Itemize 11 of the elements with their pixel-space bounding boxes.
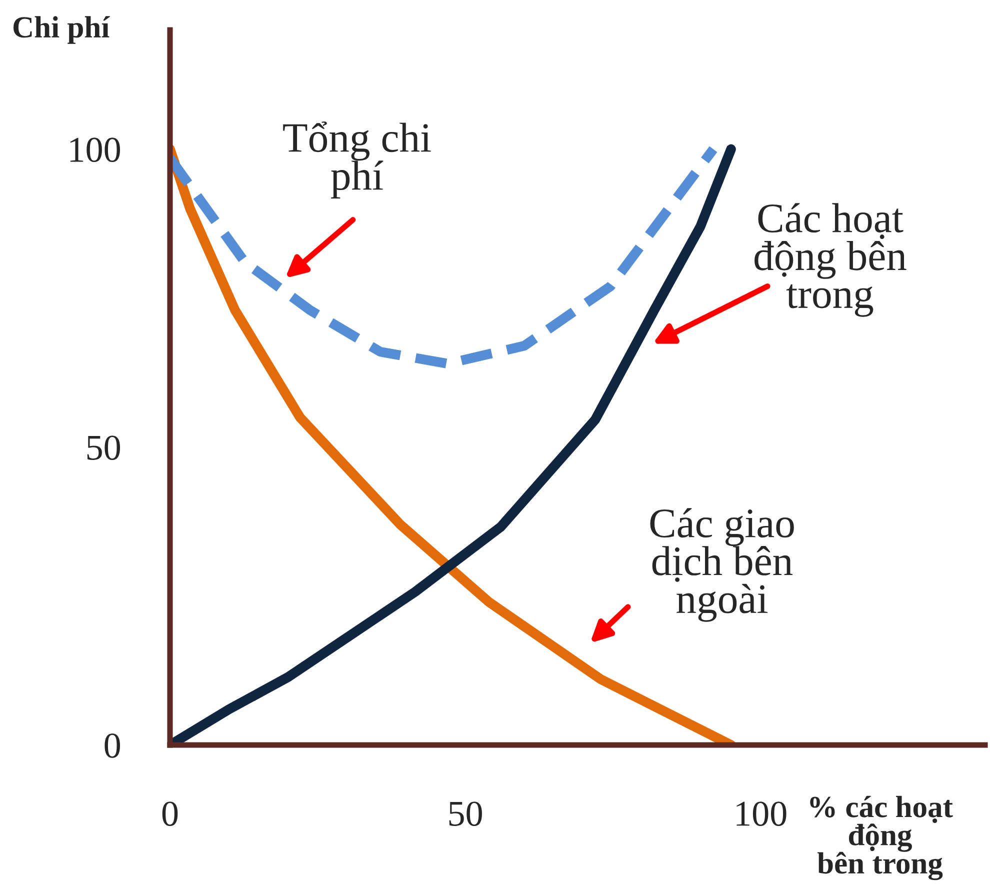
- y-axis-title: Chi phí: [13, 16, 110, 44]
- y-tick-label: 0: [104, 734, 120, 758]
- annotation: Các giao dịch bên ngoài: [650, 508, 794, 622]
- x-tick-label: 50: [449, 802, 482, 826]
- annotation: Tổng chi phí: [283, 121, 431, 199]
- y-tick-label: 100: [70, 138, 120, 162]
- x-tick-label: 0: [162, 802, 178, 826]
- y-tick-label: 50: [87, 436, 120, 460]
- x-axis-title: % các hoạt động bên trong: [810, 796, 953, 880]
- x-tick-label: 100: [736, 802, 786, 826]
- annotation: Các hoạt động bên trong: [754, 203, 906, 317]
